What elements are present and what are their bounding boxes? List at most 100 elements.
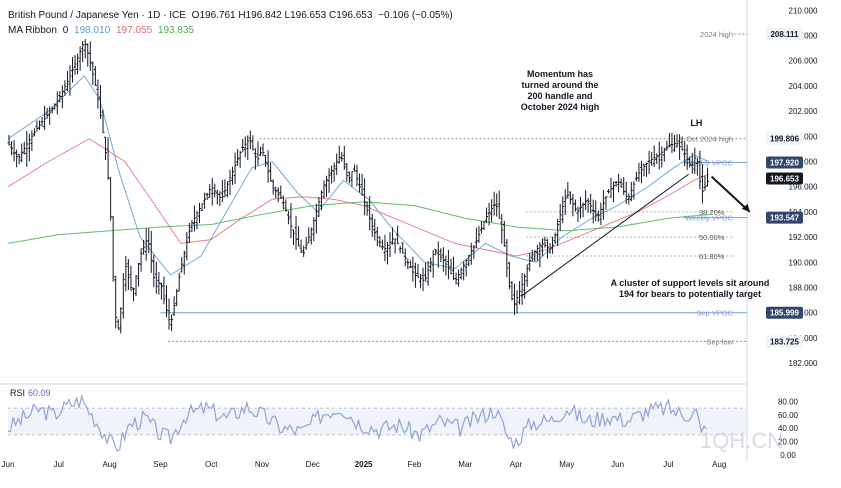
ohlc-bar: [667, 132, 671, 148]
ohlc-bar: [335, 153, 339, 175]
watermark: 1QH.CN: [700, 428, 783, 453]
ohlc-bar: [683, 140, 687, 167]
ohlc-bar: [162, 276, 166, 305]
ohlc-bar: [645, 162, 649, 177]
ohlc-bar: [363, 178, 367, 216]
ohlc-bar: [106, 137, 110, 180]
ohlc-bar: [454, 272, 458, 285]
ohlc-bar: [91, 61, 95, 86]
ohlc-bar: [317, 196, 321, 218]
ohlc-bar: [248, 130, 252, 150]
ohlc-bar: [553, 232, 557, 244]
ohlc-bar: [20, 143, 24, 163]
ohlc-bar: [665, 140, 669, 151]
ohlc-bar: [76, 53, 80, 75]
ohlc-bar: [78, 46, 82, 71]
ohlc-bar: [231, 166, 235, 185]
ohlc-bar: [327, 168, 331, 193]
level-tag-4-bg: [766, 335, 803, 348]
ohlc-bar: [22, 141, 26, 155]
ohlc-bar: [190, 220, 194, 233]
ohlc-bar: [35, 120, 39, 132]
ohlc-bar: [256, 141, 260, 166]
ohlc-bar: [637, 162, 641, 182]
ohlc-bar: [154, 261, 158, 294]
ohlc-bar: [406, 258, 410, 270]
ohlc-bar: [114, 275, 118, 329]
level-tag-0-bg: [766, 132, 803, 145]
ohlc-bar: [218, 191, 222, 207]
ohlc-bar: [538, 242, 542, 268]
ohlc-bar: [157, 271, 161, 295]
level-label-0: Oct 2024 high: [686, 135, 733, 144]
ohlc-bar: [368, 196, 372, 231]
ohlc-bar: [639, 160, 643, 184]
ohlc-bar: [119, 307, 123, 334]
ohlc-bar: [340, 151, 344, 162]
ohlc-bar: [65, 71, 69, 92]
ohlc-bar: [342, 145, 346, 170]
ohlc-bar: [571, 193, 575, 217]
ohlc-bar: [81, 41, 85, 63]
ohlc-bar: [388, 232, 392, 258]
level-label-4: Sep low: [706, 337, 733, 346]
ohlc-bar: [619, 178, 623, 188]
ohlc-bar: [512, 283, 516, 315]
ohlc-bar: [558, 203, 562, 232]
ohlc-bar: [7, 134, 11, 146]
x-tick-label: Dec: [306, 460, 320, 469]
ohlc-bar: [96, 79, 100, 109]
ohlc-bar: [609, 177, 613, 198]
ohlc-bar: [253, 148, 257, 170]
ohlc-bar: [299, 239, 303, 254]
ohlc-values: O196.761 H196.842 L196.653 C196.653: [191, 10, 373, 21]
ohlc-bar: [441, 247, 445, 272]
ohlc-bar: [403, 248, 407, 267]
ohlc-bar: [167, 298, 171, 330]
ohlc-bar: [142, 239, 146, 255]
ohlc-bar: [657, 141, 661, 170]
x-tick-label: Mar: [458, 460, 472, 469]
ohlc-bar: [698, 150, 702, 190]
ohlc-bar: [670, 132, 674, 153]
ohlc-bar: [264, 154, 268, 168]
ohlc-bar: [304, 236, 308, 250]
price-tick-label: 184.000: [789, 334, 818, 343]
ohlc-bar: [111, 216, 115, 282]
ohlc-bar: [350, 171, 354, 187]
ohlc-bar: [594, 200, 598, 222]
price-tick-label: 186.000: [789, 309, 818, 318]
ohlc-bar: [177, 272, 181, 292]
ohlc-bar: [411, 256, 415, 282]
ohlc-bar: [314, 203, 318, 234]
ohlc-bar: [360, 173, 364, 196]
ohlc-bar: [378, 235, 382, 248]
ohlc-bar: [510, 280, 514, 301]
ohlc-bar: [45, 107, 49, 119]
ohlc-bar: [109, 177, 113, 221]
price-tick-label: 210.000: [789, 6, 818, 15]
ohlc-bar: [606, 188, 610, 194]
ohlc-bar: [185, 231, 189, 261]
x-tick-label: Aug: [712, 460, 726, 469]
ohlc-bar: [431, 250, 435, 278]
ohlc-bar: [576, 206, 580, 223]
ohlc-bar: [152, 254, 156, 288]
ohlc-bar: [380, 239, 384, 251]
ohlc-bar: [225, 181, 229, 198]
ohlc-bar: [220, 179, 224, 203]
x-tick-label: Jul: [54, 460, 64, 469]
rsi-value: 60.09: [28, 388, 51, 398]
ohlc-bar: [647, 150, 651, 175]
ohlc-bar: [383, 234, 387, 262]
price-tick-label: 192.000: [789, 233, 818, 242]
ohlc-bar: [73, 55, 77, 75]
annotation-momentum-line: Momentum has: [527, 69, 593, 79]
ohlc-bar: [276, 187, 280, 203]
ohlc-bar: [662, 147, 666, 162]
ohlc-bar: [675, 134, 679, 148]
ohlc-bar: [71, 57, 75, 83]
ohlc-bar: [474, 227, 478, 248]
ohlc-bar: [660, 146, 664, 168]
